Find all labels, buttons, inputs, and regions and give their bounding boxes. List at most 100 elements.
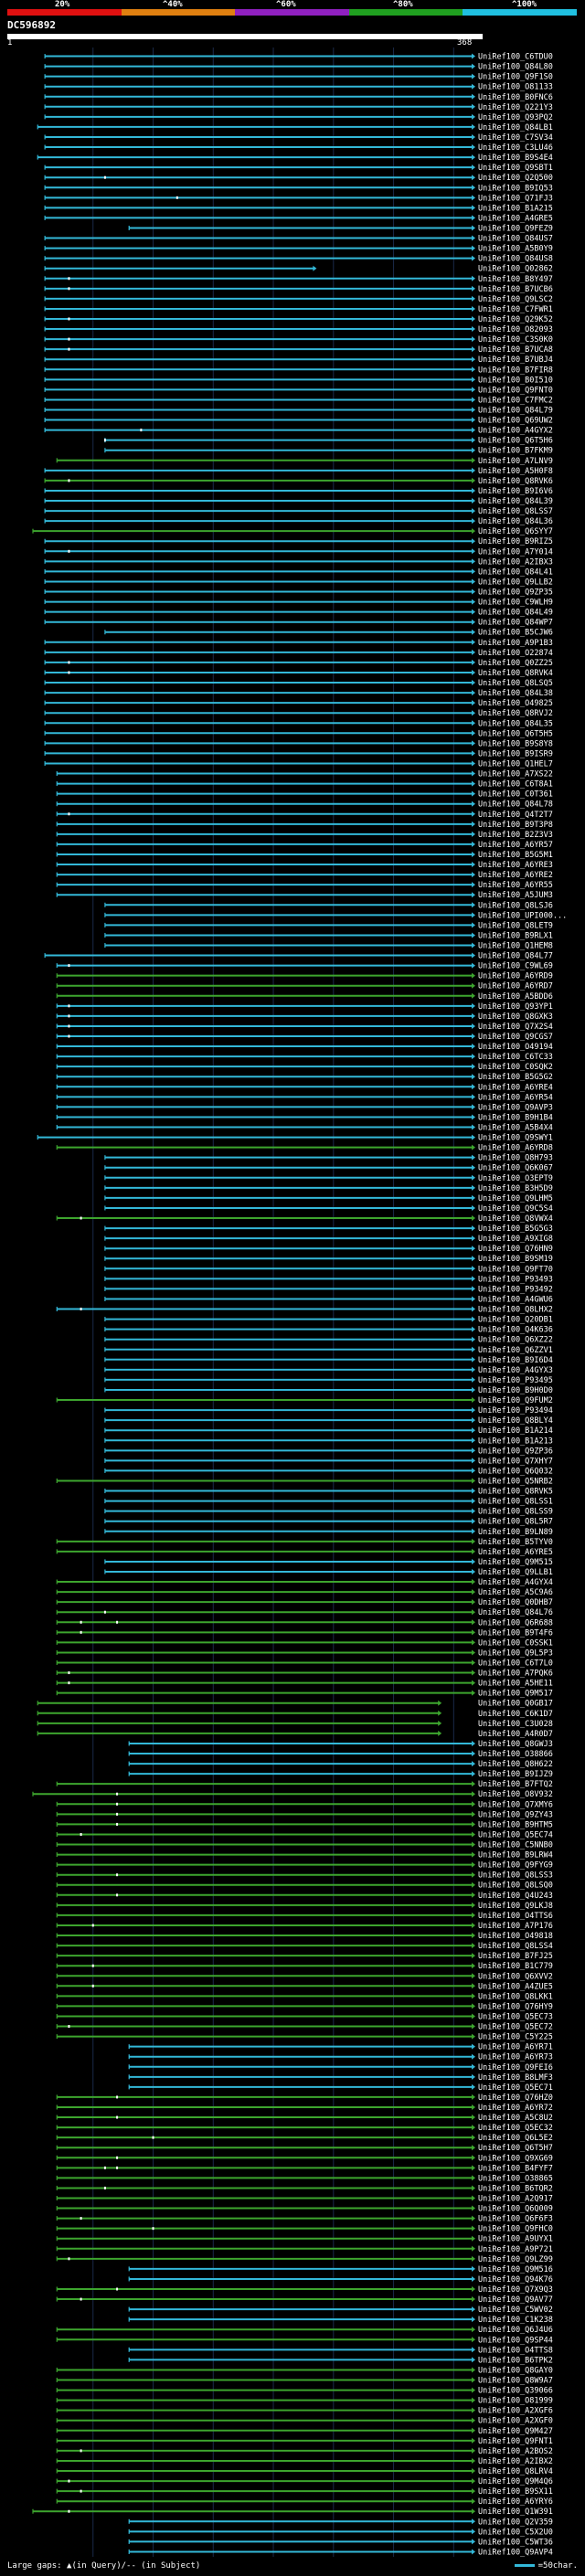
hit-row[interactable]: UniRef100_Q9FUM2 [56,1396,553,1405]
hit-label[interactable]: UniRef100_B7FIR8 [478,366,553,375]
hit-label[interactable]: UniRef100_B9IQ53 [478,184,553,193]
hit-row[interactable]: UniRef100_A4GYX3 [104,1366,553,1375]
hit-row[interactable]: UniRef100_B9SX11 [56,2487,553,2496]
hit-label[interactable]: UniRef100_Q8LSS9 [478,1508,553,1517]
hit-label[interactable]: UniRef100_Q7XMY6 [478,1800,553,1809]
hit-label[interactable]: UniRef100_O38866 [478,1750,553,1759]
hit-label[interactable]: UniRef100_A4GWU6 [478,1295,553,1304]
hit-row[interactable]: UniRef100_B7FIR8 [44,366,553,375]
hit-label[interactable]: UniRef100_Q84L49 [478,609,553,618]
hit-label[interactable]: UniRef100_B9S4E4 [478,154,553,163]
hit-row[interactable]: UniRef100_C5NNB0 [56,1841,553,1850]
hit-row[interactable]: UniRef100_C7SV34 [44,133,553,143]
hit-row[interactable]: UniRef100_B1C779 [56,1962,553,1971]
hit-row[interactable]: UniRef100_A6YRD9 [56,972,553,981]
hit-label[interactable]: UniRef100_Q9FT70 [478,1265,553,1274]
hit-row[interactable]: UniRef100_O22874 [44,649,553,658]
hit-label[interactable]: UniRef100_Q84WP7 [478,619,553,628]
hit-label[interactable]: UniRef100_B7FJ25 [478,1952,553,1961]
hit-row[interactable]: UniRef100_B6TPK2 [128,2356,553,2365]
hit-row[interactable]: UniRef100_Q6R688 [56,1618,553,1627]
hit-label[interactable]: UniRef100_Q8RVJ2 [478,709,553,718]
hit-label[interactable]: UniRef100_Q69UW2 [478,417,553,426]
hit-label[interactable]: UniRef100_B9RLX1 [478,931,553,940]
hit-row[interactable]: UniRef100_B9HTM5 [56,1820,553,1829]
hit-row[interactable]: UniRef100_B9S4E4 [37,154,553,163]
hit-row[interactable]: UniRef100_Q9ZY43 [56,1810,553,1819]
hit-row[interactable]: UniRef100_Q9M517 [56,1690,553,1699]
hit-row[interactable]: UniRef100_B9RIZ5 [44,537,553,546]
hit-row[interactable]: UniRef100_Q93PQ2 [44,113,553,122]
hit-row[interactable]: UniRef100_Q9AV77 [56,2295,553,2305]
hit-label[interactable]: UniRef100_Q9AVP3 [478,1103,553,1112]
hit-row[interactable]: UniRef100_A6YR55 [56,881,553,890]
hit-label[interactable]: UniRef100_Q9ZP35 [478,588,553,598]
hit-label[interactable]: UniRef100_C7FMC2 [478,396,553,405]
hit-row[interactable]: UniRef100_Q8L5R7 [104,1518,553,1527]
hit-row[interactable]: UniRef100_Q0GB17 [37,1700,553,1709]
hit-label[interactable]: UniRef100_Q76HY9 [478,2002,553,2011]
hit-row[interactable]: UniRef100_Q9FT70 [104,1265,553,1274]
hit-label[interactable]: UniRef100_Q8W9A7 [478,2377,553,2386]
hit-row[interactable]: UniRef100_Q9LSC2 [44,295,553,304]
hit-row[interactable]: UniRef100_Q6J4U6 [56,2326,553,2335]
hit-row[interactable]: UniRef100_Q84L39 [44,497,553,506]
hit-label[interactable]: UniRef100_A5B4X4 [478,1124,553,1133]
hit-label[interactable]: UniRef100_Q76HN9 [478,1245,553,1254]
hit-label[interactable]: UniRef100_Q9LHM5 [478,1194,553,1203]
hit-label[interactable]: UniRef100_O81999 [478,2397,553,2406]
hit-row[interactable]: UniRef100_O81133 [44,83,553,92]
hit-label[interactable]: UniRef100_Q7X9Q3 [478,2285,553,2295]
hit-label[interactable]: UniRef100_B1A215 [478,204,553,213]
hit-row[interactable]: UniRef100_B7FKM9 [104,447,553,456]
hit-label[interactable]: UniRef100_Q9F1S0 [478,73,553,82]
hit-row[interactable]: UniRef100_A6YRY6 [56,2497,553,2507]
hit-label[interactable]: UniRef100_Q9LLB2 [478,578,553,587]
hit-row[interactable]: UniRef100_Q9L5P3 [56,1648,553,1658]
hit-label[interactable]: UniRef100_Q84US8 [478,255,553,264]
hit-row[interactable]: UniRef100_Q9FHC0 [56,2225,553,2234]
hit-label[interactable]: UniRef100_A9P1B3 [478,639,553,648]
hit-label[interactable]: UniRef100_Q8L5R7 [478,1518,553,1527]
hit-row[interactable]: UniRef100_Q9C5S4 [104,1204,553,1214]
hit-label[interactable]: UniRef100_C0SSK1 [478,1638,553,1648]
hit-label[interactable]: UniRef100_Q8RVK4 [478,669,553,678]
hit-label[interactable]: UniRef100_Q1HEL7 [478,759,553,769]
hit-row[interactable]: UniRef100_Q84L38 [44,689,553,698]
hit-label[interactable]: UniRef100_P93492 [478,1285,553,1294]
hit-row[interactable]: UniRef100_B9T3P8 [56,821,553,830]
hit-row[interactable]: UniRef100_Q9ZP35 [44,588,553,598]
hit-row[interactable]: UniRef100_Q8RVJ2 [44,709,553,718]
hit-row[interactable]: UniRef100_Q84L35 [44,719,553,728]
hit-row[interactable]: UniRef100_Q9M516 [128,2265,553,2274]
hit-row[interactable]: UniRef100_A5B0Y9 [44,245,553,254]
hit-row[interactable]: UniRef100_Q8LSQ0 [56,1882,553,1891]
hit-row[interactable]: UniRef100_Q9CGS7 [56,1033,553,1042]
hit-label[interactable]: UniRef100_A7Y014 [478,547,553,557]
hit-row[interactable]: UniRef100_UPI000... [104,911,567,920]
hit-row[interactable]: UniRef100_O4TTS8 [128,2346,553,2355]
hit-row[interactable]: UniRef100_Q4T2T7 [56,811,553,820]
hit-label[interactable]: UniRef100_C6K1D7 [478,1710,553,1719]
hit-row[interactable]: UniRef100_Q9SWY1 [37,1134,553,1143]
hit-row[interactable]: UniRef100_B8LMF3 [128,2073,553,2083]
hit-row[interactable]: UniRef100_A5HE11 [56,1680,553,1689]
hit-row[interactable]: UniRef100_A5C9A6 [56,1588,553,1597]
hit-row[interactable]: UniRef100_B5G5M1 [56,851,553,860]
hit-label[interactable]: UniRef100_Q6XZ22 [478,1336,553,1345]
hit-label[interactable]: UniRef100_B9T4F6 [478,1628,553,1638]
hit-label[interactable]: UniRef100_O4TTS6 [478,1912,553,1921]
hit-row[interactable]: UniRef100_A9P1B3 [44,639,553,648]
hit-label[interactable]: UniRef100_B6TQR2 [478,2184,553,2193]
hit-row[interactable]: UniRef100_A6YRE4 [56,1083,553,1092]
hit-row[interactable]: UniRef100_B9S8Y8 [44,739,553,748]
hit-row[interactable]: UniRef100_Q6T5H7 [56,2144,553,2153]
hit-label[interactable]: UniRef100_Q84L36 [478,517,553,526]
hit-label[interactable]: UniRef100_O49818 [478,1932,553,1941]
hit-label[interactable]: UniRef100_Q8BLY4 [478,1416,553,1426]
hit-label[interactable]: UniRef100_Q6K067 [478,1164,553,1173]
hit-row[interactable]: UniRef100_C7FWR1 [44,305,553,314]
hit-label[interactable]: UniRef100_Q8H793 [478,1154,553,1163]
hit-row[interactable]: UniRef100_Q5EC72 [56,2023,553,2032]
hit-label[interactable]: UniRef100_A6YRY6 [478,2497,553,2507]
